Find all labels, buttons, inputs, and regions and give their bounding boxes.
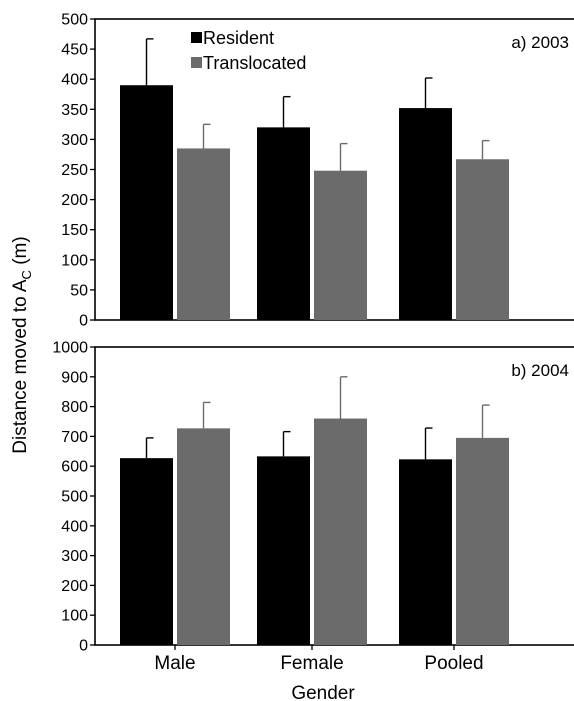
y-tick-label: 0 [79,638,88,655]
y-tick-label: 50 [70,282,88,299]
panel-label: a) 2003 [511,33,569,52]
legend-label-resident: Resident [203,28,274,48]
bar-2003-resident-female [257,127,310,320]
panel-2003: 0 50 100 150 200 250 300 350 400 450 500 a) 2003 Res… [61,12,574,330]
x-tick-label-female: Female [280,653,343,674]
panel-label: b) 2004 [511,361,569,380]
bar-2004-resident-male [120,458,173,645]
x-axis-title: Gender [291,683,355,701]
y-tick-label: 400 [61,72,88,89]
x-tick-label-pooled: Pooled [424,653,483,674]
y-tick-label: 150 [61,222,88,239]
bar-2003-resident-male [120,85,173,320]
y-tick-label: 700 [61,429,88,446]
bar-2004-translocated-pooled [456,437,509,645]
y-tick-label: 100 [61,252,88,269]
y-tick-label: 500 [61,489,88,506]
y-tick-label: 450 [61,42,88,59]
y-tick-label: 250 [61,162,88,179]
y-tick-label: 200 [61,192,88,209]
y-tick-label: 100 [61,608,88,625]
bar-2003-translocated-male [177,148,230,320]
legend-swatch-resident [191,32,202,43]
x-tick-label-male: Male [154,653,195,674]
bar-2004-resident-pooled [399,459,452,645]
y-tick-label: 300 [61,132,88,149]
x-axis: Male Female Pooled [154,645,484,674]
bar-2003-translocated-female [314,170,367,320]
bar-2004-resident-female [257,456,310,645]
y-tick-label: 1000 [52,340,88,357]
y-tick-label: 900 [61,369,88,386]
y-tick-label: 600 [61,459,88,476]
y-tick-label: 350 [61,102,88,119]
y-tick-label: 500 [61,12,88,29]
y-axis-title-subscript: C [19,270,34,279]
bar-2003-resident-pooled [399,108,452,320]
y-tick-label: 200 [61,578,88,595]
panel-2004: 0 100 200 300 400 500 600 700 800 900 1000 b) 2004 [52,340,574,655]
y-axis-title-main: Distance moved to A [10,279,31,454]
y-tick-label: 400 [61,518,88,535]
y-tick-label: 800 [61,399,88,416]
y-tick-label: 0 [79,313,88,330]
legend-label-translocated: Translocated [203,53,306,73]
bar-2004-translocated-male [177,428,230,645]
legend-swatch-translocated [191,57,202,68]
bar-2003-translocated-pooled [456,159,509,320]
bar-2004-translocated-female [314,418,367,645]
y-tick-label: 300 [61,548,88,565]
y-axis-title-unit: (m) [10,236,31,270]
y-axis-title: Distance moved to AC (m) [10,236,34,453]
